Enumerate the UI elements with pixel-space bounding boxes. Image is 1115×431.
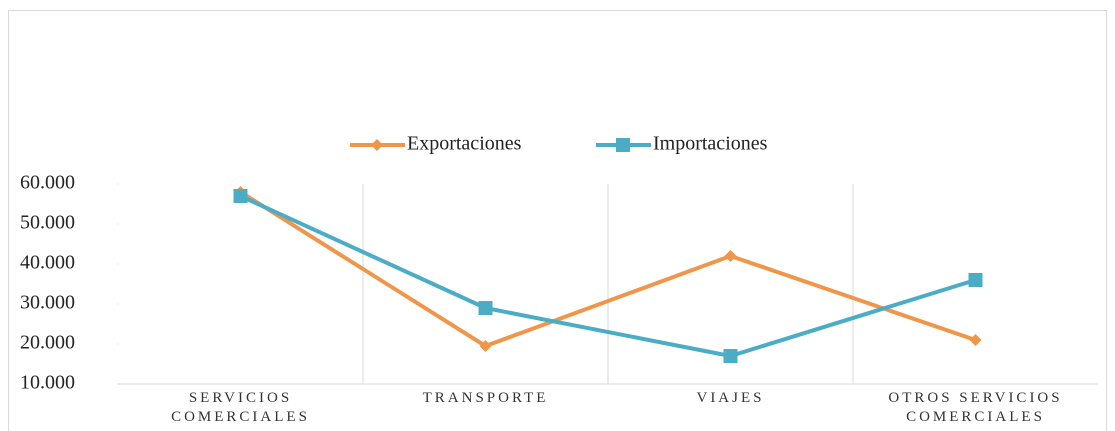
legend-label: Importaciones xyxy=(653,133,768,155)
x-tick-label: VIAJES xyxy=(696,390,765,406)
series-line xyxy=(239,190,977,348)
x-tick-label: OTROS SERVICIOS COMERCIALES xyxy=(888,390,1063,425)
y-tick-label: 60.000 xyxy=(20,172,75,194)
data-point xyxy=(968,273,983,287)
x-tick-label: TRANSPORTE xyxy=(422,390,549,406)
legend-label: Exportaciones xyxy=(407,133,522,155)
legend-marker xyxy=(371,139,383,151)
y-tick-label: 40.000 xyxy=(20,252,75,274)
x-tick-label: SERVICIOS COMERCIALES xyxy=(171,390,310,425)
y-tick-label: 10.000 xyxy=(20,372,75,394)
series-line xyxy=(239,194,977,358)
y-tick-label: 30.000 xyxy=(20,292,75,314)
chart-frame xyxy=(8,10,1107,431)
legend-marker xyxy=(616,138,630,152)
data-point xyxy=(479,340,492,352)
data-point xyxy=(969,334,982,346)
y-tick-label: 20.000 xyxy=(20,332,75,354)
data-point xyxy=(723,349,738,363)
data-point xyxy=(478,301,493,315)
y-tick-label: 50.000 xyxy=(20,212,75,234)
data-point xyxy=(724,250,737,262)
data-point xyxy=(233,189,248,203)
